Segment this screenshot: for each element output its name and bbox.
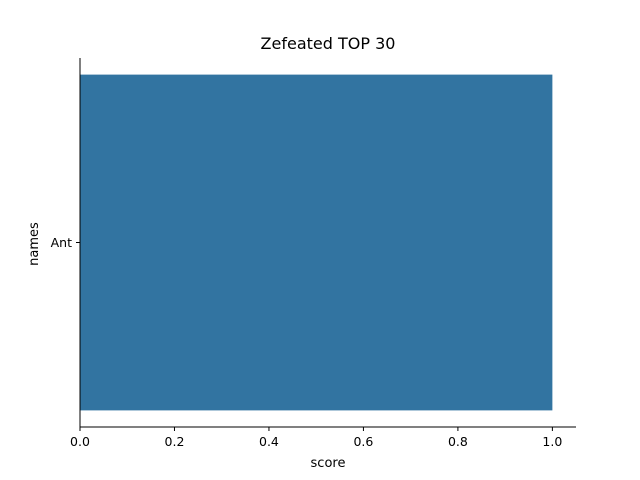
x-tick-label: 0.0: [70, 434, 90, 449]
x-tick-label: 0.4: [259, 434, 279, 449]
y-ticks: Ant: [51, 235, 80, 250]
x-axis-label: score: [311, 456, 346, 471]
x-ticks: 0.0 0.2 0.4 0.6 0.8 1.0: [70, 427, 562, 449]
y-axis-label: names: [27, 222, 42, 266]
x-tick-label: 0.8: [448, 434, 468, 449]
bar-ant: [80, 74, 553, 411]
y-tick-label: Ant: [51, 235, 72, 250]
chart-title: Zefeated TOP 30: [261, 34, 396, 53]
x-tick-label: 1.0: [542, 434, 562, 449]
bars-layer: [80, 74, 553, 411]
x-tick-label: 0.6: [353, 434, 373, 449]
x-tick-label: 0.2: [165, 434, 185, 449]
